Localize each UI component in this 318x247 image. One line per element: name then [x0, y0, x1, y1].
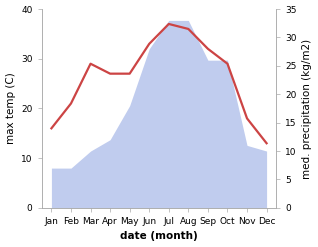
X-axis label: date (month): date (month)	[120, 231, 198, 242]
Y-axis label: max temp (C): max temp (C)	[5, 73, 16, 144]
Y-axis label: med. precipitation (kg/m2): med. precipitation (kg/m2)	[302, 38, 313, 179]
